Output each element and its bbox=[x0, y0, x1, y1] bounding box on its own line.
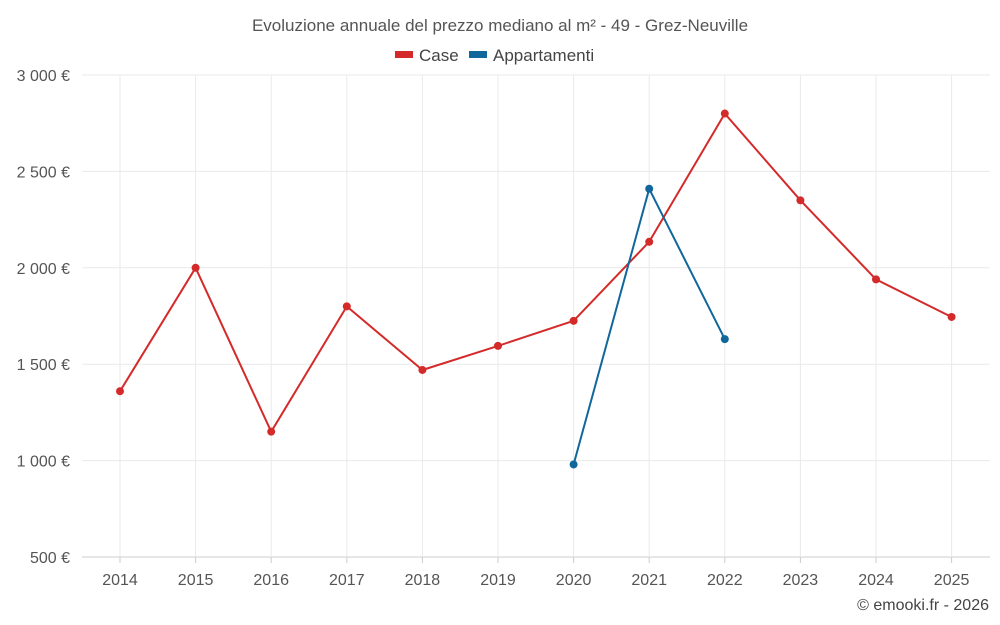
data-point-appartamenti[interactable] bbox=[645, 184, 654, 193]
legend-label-appartamenti[interactable]: Appartamenti bbox=[493, 46, 594, 65]
y-gridlines bbox=[82, 74, 990, 558]
x-tick-label: 2016 bbox=[253, 572, 289, 589]
legend-swatch-appartamenti bbox=[469, 51, 487, 58]
data-point-case[interactable] bbox=[116, 387, 124, 396]
x-tick-label: 2023 bbox=[783, 572, 819, 589]
x-tick-label: 2021 bbox=[631, 572, 667, 589]
x-tick-label: 2025 bbox=[934, 572, 970, 589]
data-point-case[interactable] bbox=[720, 109, 729, 118]
chart-title: Evoluzione annuale del prezzo mediano al… bbox=[252, 16, 748, 35]
x-axis-labels: 2014 2015 2016 2017 2018 2019 2020 2021 2022 2023… bbox=[102, 572, 969, 589]
x-tick-label: 2019 bbox=[480, 572, 516, 589]
y-tick-label: 2 000 € bbox=[17, 261, 70, 278]
y-tick-label: 1 000 € bbox=[17, 454, 70, 471]
series-lines bbox=[119, 112, 953, 465]
x-tick-label: 2014 bbox=[102, 572, 138, 589]
x-tick-label: 2020 bbox=[556, 572, 592, 589]
series-line-case bbox=[119, 112, 953, 433]
credit-text: © emooki.fr - 2026 bbox=[857, 597, 989, 614]
data-point-case[interactable] bbox=[947, 312, 956, 321]
x-tick-label: 2015 bbox=[178, 572, 214, 589]
x-tick-label: 2022 bbox=[707, 572, 743, 589]
data-point-case[interactable] bbox=[418, 365, 427, 374]
x-tick-label: 2017 bbox=[329, 572, 365, 589]
x-tick-label: 2018 bbox=[405, 572, 441, 589]
data-point-appartamenti[interactable] bbox=[569, 460, 578, 469]
y-tick-label: 1 500 € bbox=[17, 357, 70, 374]
legend-swatch-case bbox=[395, 51, 413, 58]
data-point-case[interactable] bbox=[569, 316, 578, 325]
data-point-case[interactable] bbox=[494, 341, 502, 350]
y-tick-label: 2 500 € bbox=[17, 164, 70, 181]
y-axis-labels: 500 € 1 000 € 1 500 € 2 000 € 2 500 € 3 000 € bbox=[17, 68, 70, 567]
y-tick-label: 3 000 € bbox=[17, 68, 70, 85]
series-points[interactable] bbox=[116, 109, 956, 469]
data-point-case[interactable] bbox=[342, 302, 351, 311]
data-point-case[interactable] bbox=[645, 237, 654, 246]
legend-label-case[interactable]: Case bbox=[419, 46, 459, 65]
x-gridlines bbox=[119, 75, 953, 563]
data-point-case[interactable] bbox=[796, 196, 805, 205]
legend[interactable]: Case Appartamenti bbox=[395, 46, 594, 65]
data-point-appartamenti[interactable] bbox=[720, 335, 729, 344]
x-tick-label: 2024 bbox=[858, 572, 894, 589]
data-point-case[interactable] bbox=[267, 427, 276, 436]
y-tick-label: 500 € bbox=[30, 550, 70, 567]
data-point-case[interactable] bbox=[191, 263, 200, 272]
data-point-case[interactable] bbox=[872, 275, 880, 284]
